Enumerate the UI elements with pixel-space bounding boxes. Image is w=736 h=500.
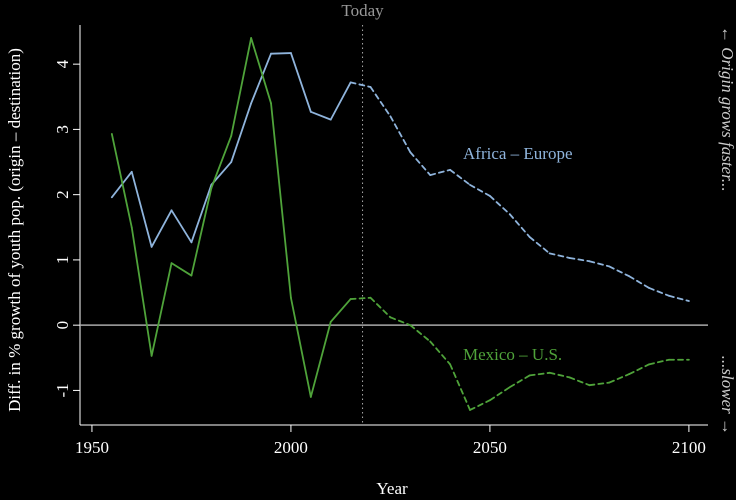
line-segment	[110, 133, 133, 229]
line-segment	[170, 262, 193, 277]
y-tick-label: -1	[53, 383, 72, 397]
line-segment	[628, 275, 650, 289]
line-segment	[290, 52, 312, 113]
y-tick-label: 4	[53, 59, 72, 68]
line-segment	[270, 102, 292, 299]
line-segment	[508, 213, 531, 238]
x-tick-label: 2000	[274, 438, 308, 457]
line-segment	[429, 340, 452, 366]
line-segment	[608, 265, 631, 278]
line-segment	[429, 168, 452, 176]
line-segment	[608, 373, 631, 384]
line-segment	[449, 168, 471, 186]
line-segment	[349, 296, 372, 300]
line-segment	[170, 209, 193, 244]
line-segment	[489, 195, 511, 216]
line-segment	[270, 52, 292, 55]
line-segment	[130, 226, 153, 357]
line-segment	[409, 151, 432, 176]
line-segment	[329, 298, 352, 323]
line-segment	[489, 386, 511, 402]
line-segment	[668, 294, 690, 302]
line-segment	[290, 296, 312, 398]
line-segment	[230, 37, 253, 137]
line-segment	[309, 321, 332, 398]
line-segment	[389, 115, 412, 154]
line-segment	[409, 324, 432, 343]
y-tick-label: 2	[53, 190, 72, 199]
y-tick-label: 1	[53, 256, 72, 265]
line-segment	[648, 358, 670, 366]
today-label: Today	[341, 1, 384, 20]
line-segment	[568, 257, 591, 263]
line-segment	[250, 37, 272, 105]
line-segment	[190, 187, 213, 277]
line-segment	[369, 86, 392, 118]
line-segment	[150, 262, 173, 357]
line-segment	[469, 399, 491, 411]
line-segment	[528, 236, 551, 255]
line-segment	[548, 371, 571, 379]
series-label: Mexico – U.S.	[463, 345, 562, 364]
right-label-bottom: ...slower →	[718, 356, 736, 435]
line-segment	[389, 316, 412, 327]
line-segment	[190, 183, 213, 244]
line-segment	[349, 81, 372, 88]
line-segment	[648, 287, 670, 297]
line-segment	[210, 135, 233, 190]
x-axis-label: Year	[376, 479, 408, 498]
line-segment	[449, 363, 471, 411]
y-tick-label: 0	[53, 321, 72, 330]
x-tick-label: 2100	[672, 438, 706, 457]
line-segment	[230, 102, 253, 163]
line-segment	[150, 209, 173, 248]
line-segment	[369, 296, 392, 319]
line-segment	[588, 381, 611, 387]
line-segment	[568, 376, 591, 387]
line-segment	[130, 170, 153, 248]
line-segment	[548, 252, 571, 259]
y-axis-label: Diff. in % growth of youth pop. (origin …	[5, 48, 24, 412]
right-label-top: ← Origin grows faster...	[718, 26, 736, 192]
line-segment	[329, 81, 352, 121]
x-tick-label: 2050	[473, 438, 507, 457]
x-tick-label: 1950	[75, 438, 109, 457]
line-segment	[508, 374, 531, 389]
line-segment	[309, 110, 332, 121]
line-segment	[628, 363, 650, 376]
line-segment	[250, 52, 272, 105]
series-label: Africa – Europe	[463, 144, 573, 163]
line-segment	[528, 371, 551, 377]
line-segment	[588, 260, 611, 268]
line-segment	[469, 183, 491, 197]
y-tick-label: 3	[53, 125, 72, 134]
